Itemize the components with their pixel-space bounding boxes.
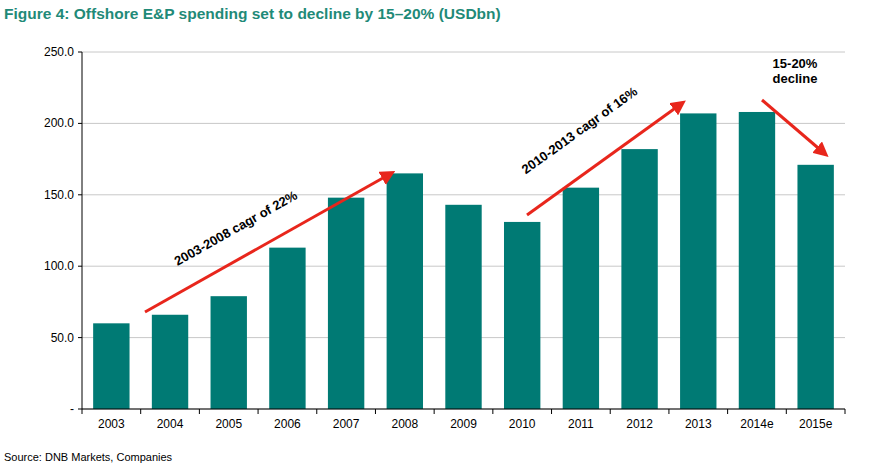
y-tick-label: 100.0 bbox=[44, 259, 74, 273]
bar bbox=[387, 173, 423, 409]
bar bbox=[152, 315, 188, 409]
x-tick-label: 2008 bbox=[391, 417, 418, 431]
x-axis bbox=[82, 409, 845, 410]
x-tick bbox=[258, 409, 259, 414]
chart: Figure 4: Offshore E&P spending set to d… bbox=[0, 0, 876, 470]
x-tick bbox=[492, 409, 493, 414]
bar bbox=[269, 248, 305, 409]
bar bbox=[504, 222, 540, 409]
x-tick-label: 2003 bbox=[98, 417, 125, 431]
x-tick-label: 2011 bbox=[568, 417, 594, 431]
grid-line bbox=[82, 123, 845, 124]
y-tick-label: 250.0 bbox=[44, 45, 74, 59]
x-tick-label: 2012 bbox=[626, 417, 653, 431]
x-tick bbox=[82, 409, 83, 414]
grid-line bbox=[82, 194, 845, 195]
bar bbox=[93, 323, 129, 409]
x-tick-label: 2004 bbox=[157, 417, 184, 431]
x-tick bbox=[727, 409, 728, 414]
x-tick-label: 2014e bbox=[740, 417, 774, 431]
y-tick bbox=[78, 409, 82, 410]
grid-line bbox=[82, 52, 845, 53]
x-tick-label: 2015e bbox=[799, 417, 833, 431]
y-tick-label: - bbox=[70, 402, 74, 416]
title: Figure 4: Offshore E&P spending set to d… bbox=[4, 5, 501, 22]
y-tick bbox=[78, 194, 82, 195]
annotation: 2003-2008 cagr of 22% bbox=[172, 187, 301, 268]
annotation-arrow bbox=[762, 100, 824, 153]
bars bbox=[93, 112, 834, 409]
bar bbox=[680, 113, 716, 409]
y-tick bbox=[78, 123, 82, 124]
source: Source: DNB Markets, Companies bbox=[4, 451, 173, 463]
x-tick-label: 2005 bbox=[215, 417, 242, 431]
x-tick bbox=[140, 409, 141, 414]
x-tick bbox=[375, 409, 376, 414]
x-tick bbox=[434, 409, 435, 414]
x-tick bbox=[551, 409, 552, 414]
bar bbox=[563, 188, 599, 409]
annotation: 15-20%decline bbox=[773, 56, 818, 86]
bar bbox=[445, 205, 481, 409]
x-tick-label: 2010 bbox=[509, 417, 536, 431]
x-tick-label: 2013 bbox=[685, 417, 712, 431]
x-tick bbox=[199, 409, 200, 414]
x-tick-label: 2007 bbox=[333, 417, 360, 431]
x-tick bbox=[668, 409, 669, 414]
x-tick bbox=[610, 409, 611, 414]
bar bbox=[797, 165, 833, 409]
y-tick-label: 200.0 bbox=[44, 116, 74, 130]
annotation-arrow bbox=[145, 174, 390, 312]
x-tick bbox=[845, 409, 846, 414]
x-tick bbox=[786, 409, 787, 414]
bar bbox=[211, 296, 247, 409]
bar bbox=[739, 112, 775, 409]
grid-line bbox=[82, 409, 845, 410]
x-tick-label: 2006 bbox=[274, 417, 301, 431]
y-tick bbox=[78, 337, 82, 338]
bar bbox=[328, 198, 364, 409]
y-axis bbox=[82, 52, 83, 409]
x-tick bbox=[316, 409, 317, 414]
y-tick bbox=[78, 52, 82, 53]
y-tick-label: 50.0 bbox=[51, 331, 75, 345]
x-tick-label: 2009 bbox=[450, 417, 477, 431]
bar bbox=[621, 149, 657, 409]
y-tick-label: 150.0 bbox=[44, 188, 74, 202]
annotation: 2010-2013 cagr of 16% bbox=[519, 83, 641, 177]
y-tick bbox=[78, 266, 82, 267]
